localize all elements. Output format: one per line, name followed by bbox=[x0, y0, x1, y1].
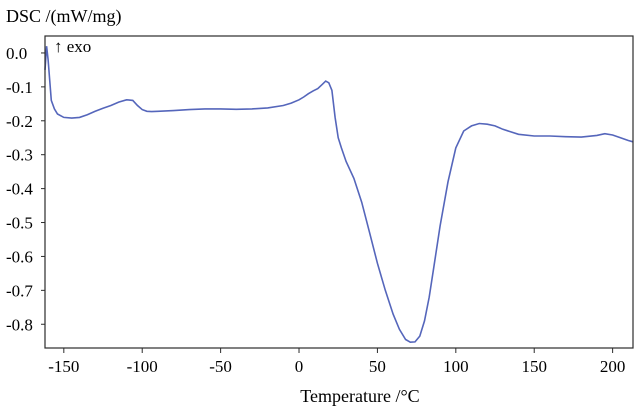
y-tick-label: 0.0 bbox=[6, 44, 27, 63]
x-tick-label: -50 bbox=[209, 357, 232, 376]
y-tick-label: -0.5 bbox=[6, 214, 33, 233]
x-axis-title: Temperature /°C bbox=[300, 386, 419, 406]
y-tick-label: -0.1 bbox=[6, 78, 33, 97]
y-tick-label: -0.2 bbox=[6, 112, 33, 131]
x-tick-label: 150 bbox=[521, 357, 547, 376]
dsc-curve bbox=[44, 46, 634, 344]
x-tick-label: 50 bbox=[369, 357, 386, 376]
y-tick-label: -0.3 bbox=[6, 146, 33, 165]
x-tick-label: 200 bbox=[600, 357, 626, 376]
plot-frame bbox=[44, 35, 634, 349]
x-tick-label: -100 bbox=[127, 357, 158, 376]
y-axis-title: DSC /(mW/mg) bbox=[6, 6, 122, 27]
y-tick-label: -0.6 bbox=[6, 247, 33, 266]
exo-annotation: ↑ exo bbox=[54, 37, 91, 56]
x-ticks-group: -150 -100 -50 0 50 100 150 200 bbox=[48, 348, 625, 376]
y-tick-label: -0.7 bbox=[6, 281, 33, 300]
y-ticks-group: 0.0 -0.1 -0.2 -0.3 -0.4 -0.5 -0.6 -0.7 -0.8 bbox=[6, 44, 45, 334]
x-tick-label: 100 bbox=[443, 357, 469, 376]
y-tick-label: -0.8 bbox=[6, 315, 33, 334]
y-tick-label: -0.4 bbox=[6, 180, 33, 199]
x-tick-label: 0 bbox=[295, 357, 304, 376]
x-tick-label: -150 bbox=[48, 357, 79, 376]
